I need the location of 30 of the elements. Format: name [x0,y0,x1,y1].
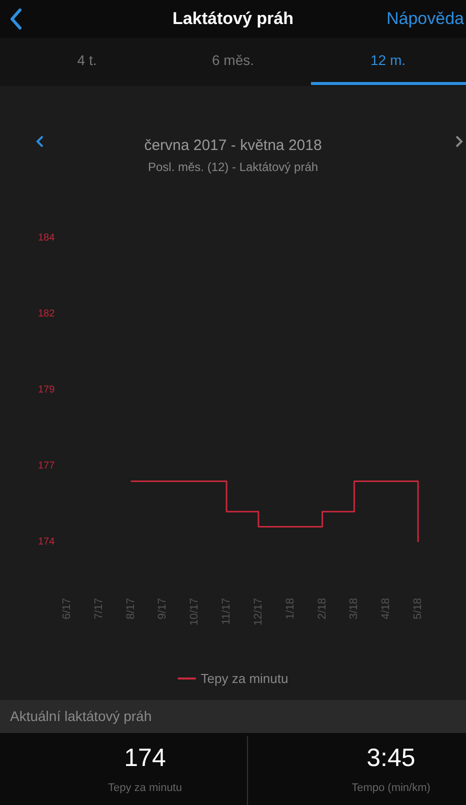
x-tick-label: 6/17 [60,598,73,620]
text: Aktuální laktátový práh [0,700,466,733]
x-tick-label: 11/17 [220,598,233,625]
x-tick-label: 10/17 [188,598,201,626]
text: 3:45 [366,744,416,773]
chart-subtitle: června 2017 - května 2018 [144,137,322,154]
x-tick-label: 12/17 [252,598,264,626]
y-tick-label: 174 [38,536,56,548]
x-tick-label: 9/17 [156,598,169,620]
x-tick-label: 2/18 [316,598,328,620]
x-tick-label: 8/17 [124,598,137,620]
text: Tempo (min/km) [350,782,432,794]
legend-label: Tepy za minutu [200,671,288,686]
x-tick-label: 5/18 [412,598,424,620]
y-tick-label: 177 [38,460,56,472]
text: 6 měs. [210,52,255,68]
text: Tepy za minutu [107,782,183,794]
y-tick-label: 184 [38,232,56,244]
y-tick-label: 179 [38,384,56,396]
chart-title: Laktátový práh [172,9,294,28]
text: 4 t. [76,52,98,68]
text: 174 [123,744,167,773]
text: Nápověda [386,9,464,29]
y-tick-label: 182 [38,308,56,320]
x-tick-label: 7/17 [92,598,105,620]
x-tick-label: 4/18 [380,598,392,620]
text: 12 m. [369,52,406,68]
text: Posl. měs. (12) - Laktátový práh [148,160,318,174]
x-tick-label: 3/18 [348,598,360,620]
x-tick-label: 1/18 [284,598,296,620]
